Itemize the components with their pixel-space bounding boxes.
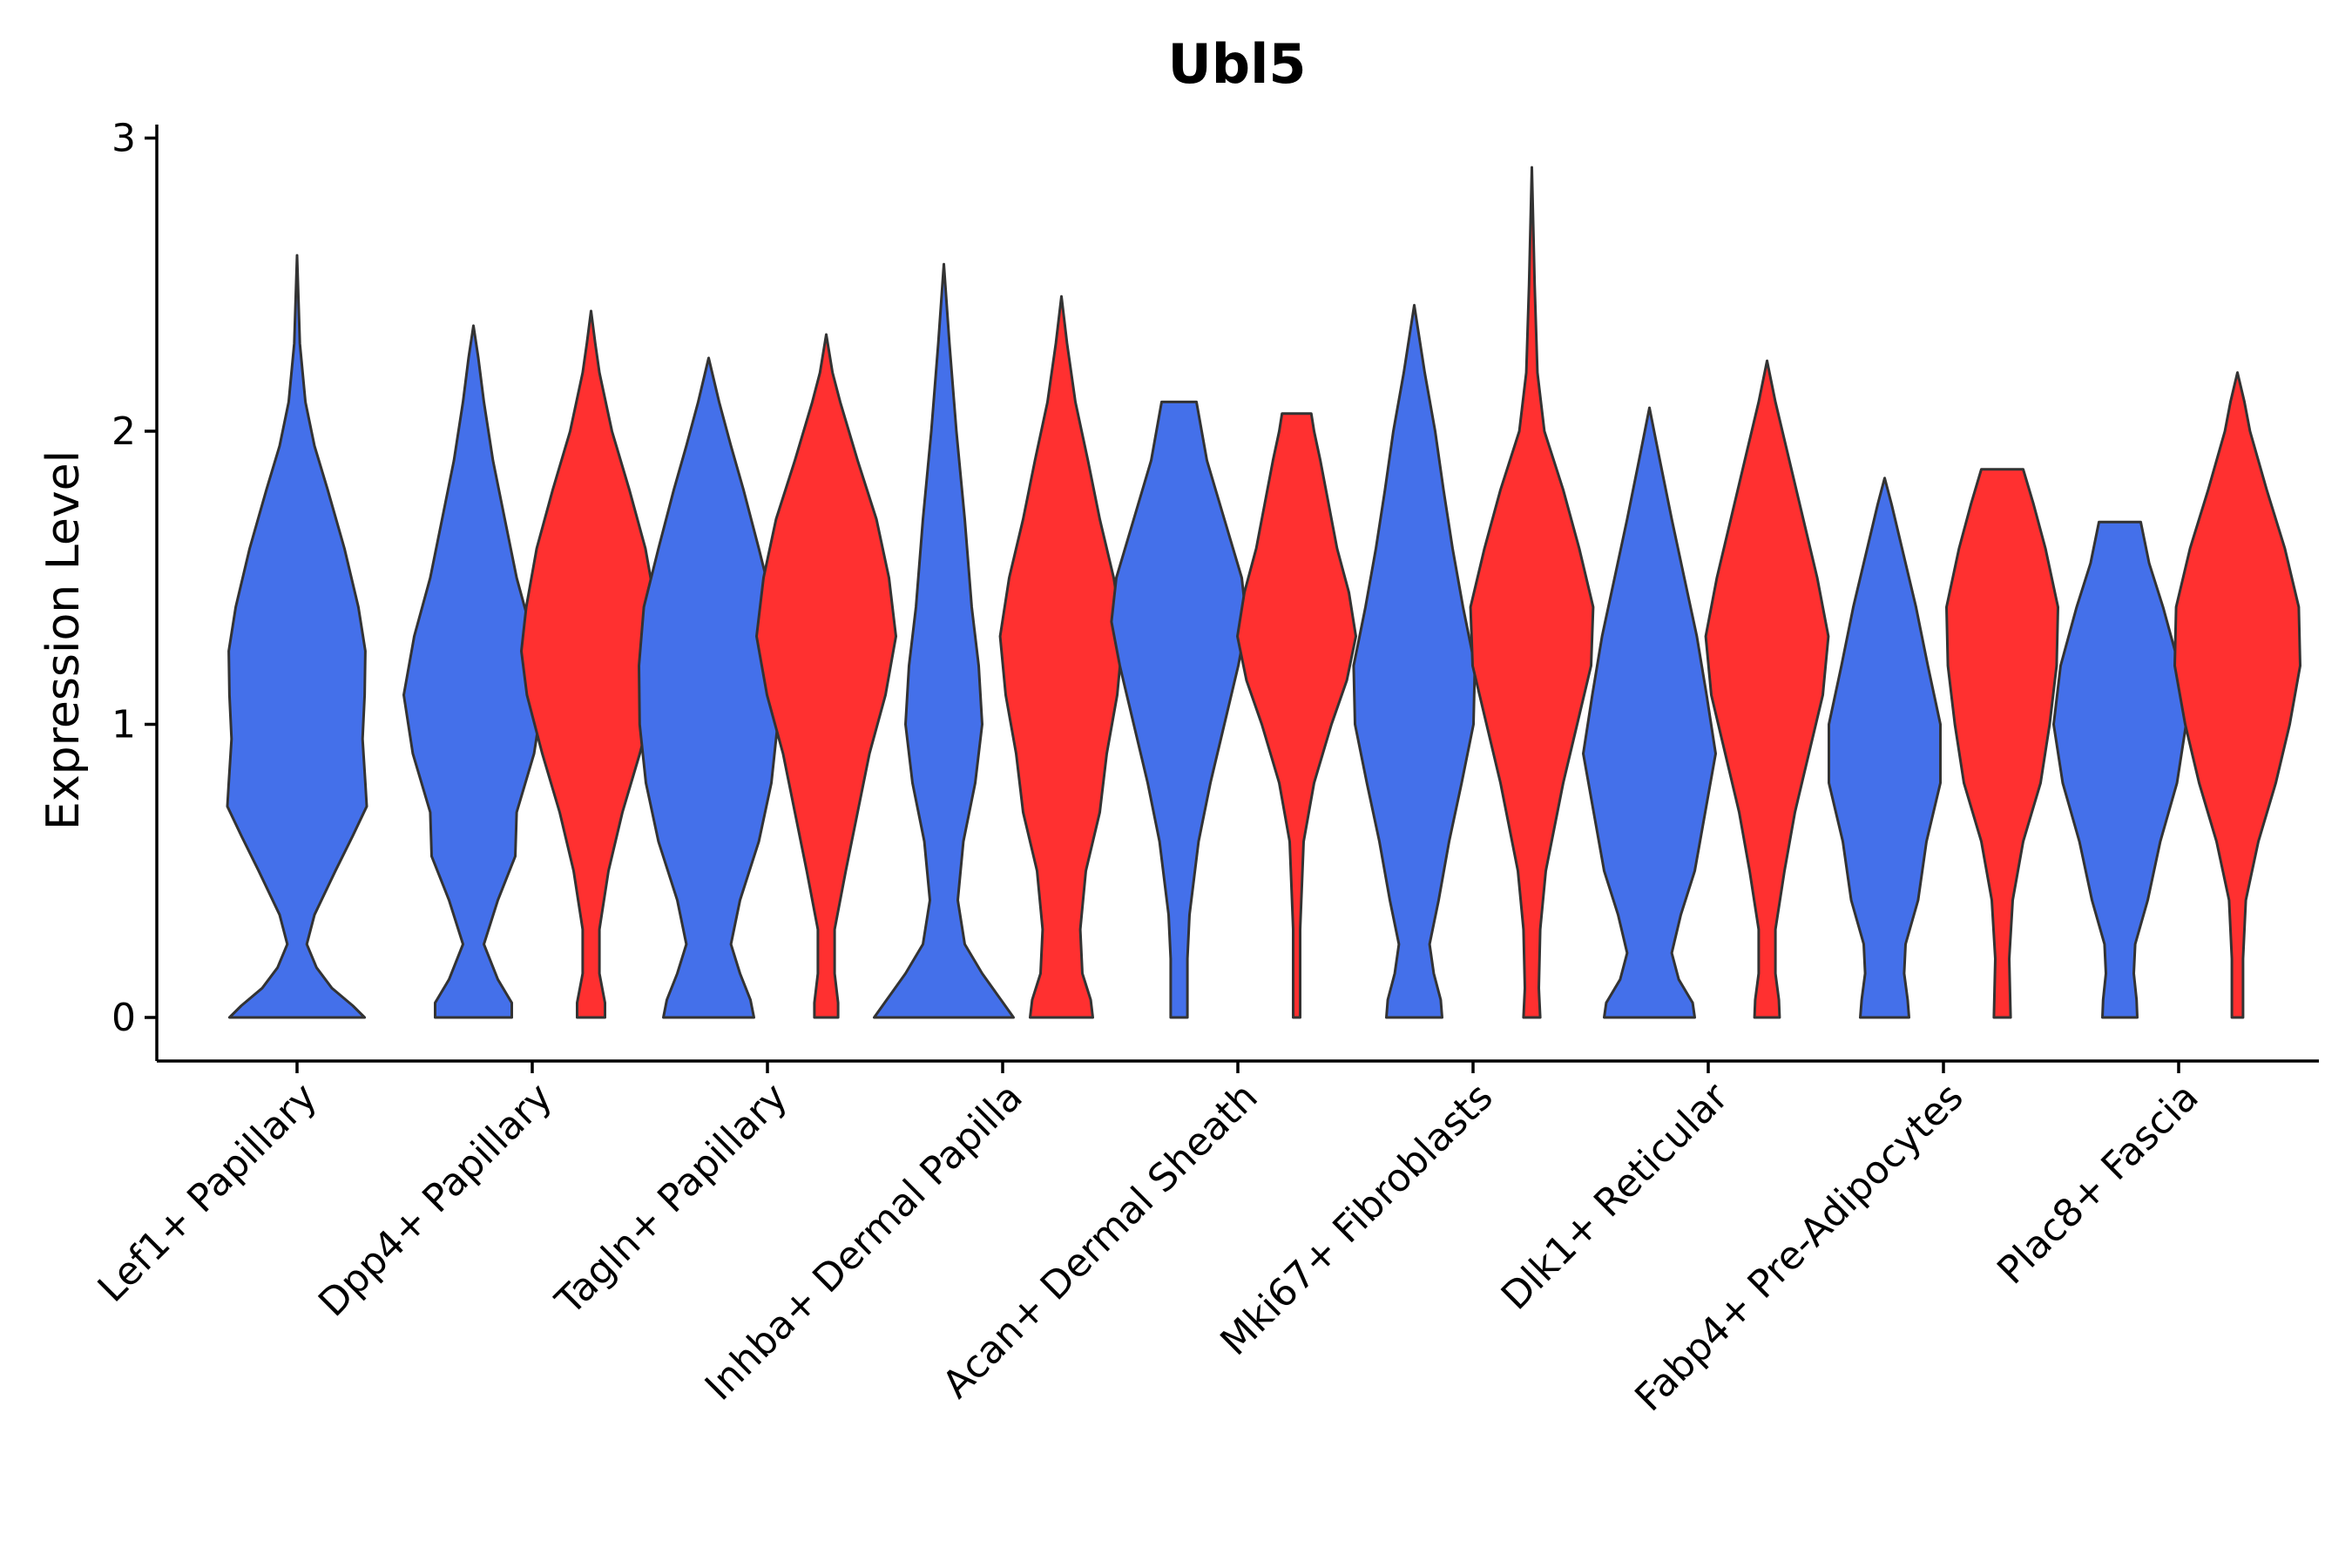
violin-blue bbox=[1352, 303, 1477, 1019]
x-tick-label: Mki67+ Fibroblasts bbox=[1212, 1075, 1501, 1364]
y-tick-label: 1 bbox=[112, 703, 136, 747]
y-axis-label: Expression Level bbox=[37, 450, 90, 830]
violin-layer bbox=[226, 166, 2301, 1019]
violin-blue bbox=[2052, 520, 2187, 1019]
violin-blue bbox=[1828, 476, 1942, 1019]
x-tick-label: Lef1+ Papillary bbox=[90, 1075, 326, 1311]
chart-title: Ubl5 bbox=[1167, 32, 1306, 96]
violin-red bbox=[755, 333, 897, 1019]
violin-red bbox=[520, 309, 662, 1019]
violin-red bbox=[2173, 371, 2301, 1019]
violin-red bbox=[1704, 359, 1830, 1019]
x-tick-label: Dlk1+ Reticular bbox=[1493, 1074, 1738, 1319]
violin-red bbox=[1236, 412, 1357, 1019]
y-tick-label: 2 bbox=[112, 409, 136, 454]
y-ticks: 0 1 2 3 bbox=[112, 117, 157, 1040]
violin-blue bbox=[638, 356, 780, 1019]
x-tick-label: Dpp4+ Papillary bbox=[310, 1075, 561, 1326]
violin-blue bbox=[1110, 400, 1248, 1019]
violin-red bbox=[1469, 166, 1595, 1019]
violin-red bbox=[1945, 468, 2059, 1019]
violin-red bbox=[998, 294, 1125, 1019]
x-tick-label: Tagln+ Papillary bbox=[547, 1075, 796, 1324]
violin-blue bbox=[402, 324, 544, 1019]
y-tick-label: 0 bbox=[112, 996, 136, 1040]
violin-blue bbox=[226, 253, 368, 1019]
x-tick-label: Plac8+ Fascia bbox=[1989, 1075, 2207, 1294]
y-tick-label: 3 bbox=[112, 117, 136, 161]
violin-blue bbox=[1582, 406, 1717, 1019]
violin-blue bbox=[873, 262, 1015, 1019]
